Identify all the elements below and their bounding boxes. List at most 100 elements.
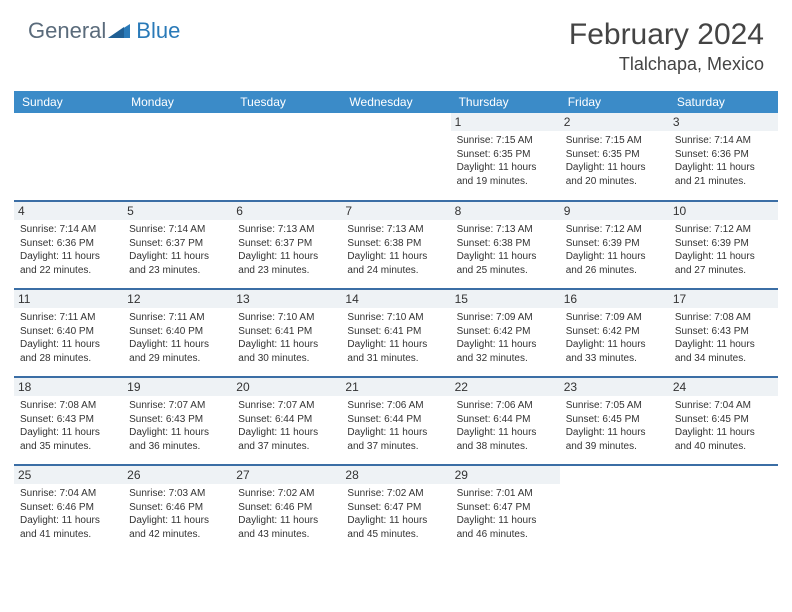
day-number: 16 <box>560 290 669 308</box>
calendar-header-row: SundayMondayTuesdayWednesdayThursdayFrid… <box>14 91 778 113</box>
calendar-cell: 26Sunrise: 7:03 AMSunset: 6:46 PMDayligh… <box>123 465 232 553</box>
day-details: Sunrise: 7:08 AMSunset: 6:43 PMDaylight:… <box>675 311 772 365</box>
logo-text-blue: Blue <box>136 18 180 44</box>
calendar-table: SundayMondayTuesdayWednesdayThursdayFrid… <box>14 91 778 553</box>
calendar-row: 4 Sunrise: 7:14 AMSunset: 6:36 PMDaylight… <box>14 201 778 289</box>
day-number: 27 <box>232 466 341 484</box>
day-number: 18 <box>14 378 123 396</box>
day-number: 21 <box>341 378 450 396</box>
day-details: Sunrise: 7:02 AMSunset: 6:47 PMDaylight:… <box>347 487 444 541</box>
day-number: 5 <box>123 202 232 220</box>
logo: General Blue <box>28 18 180 44</box>
day-number: 6 <box>232 202 341 220</box>
calendar-cell: 12Sunrise: 7:11 AMSunset: 6:40 PMDayligh… <box>123 289 232 377</box>
day-details: Sunrise: 7:10 AMSunset: 6:41 PMDaylight:… <box>347 311 444 365</box>
day-number: 10 <box>669 202 778 220</box>
day-details: Sunrise: 7:04 AMSunset: 6:46 PMDaylight:… <box>20 487 117 541</box>
calendar-cell <box>560 465 669 553</box>
calendar-cell: 6 Sunrise: 7:13 AMSunset: 6:37 PMDaylight… <box>232 201 341 289</box>
day-details: Sunrise: 7:06 AMSunset: 6:44 PMDaylight:… <box>347 399 444 453</box>
weekday-header: Friday <box>560 91 669 113</box>
day-details: Sunrise: 7:09 AMSunset: 6:42 PMDaylight:… <box>457 311 554 365</box>
calendar-cell: 25 Sunrise: 7:04 AMSunset: 6:46 PMDayligh… <box>14 465 123 553</box>
day-number: 11 <box>14 290 123 308</box>
day-number: 29 <box>451 466 560 484</box>
day-details: Sunrise: 7:12 AMSunset: 6:39 PMDaylight:… <box>566 223 663 277</box>
day-details: Sunrise: 7:14 AMSunset: 6:36 PMDaylight:… <box>675 134 772 188</box>
calendar-cell: 17 Sunrise: 7:08 AMSunset: 6:43 PMDayligh… <box>669 289 778 377</box>
calendar-cell: 14 Sunrise: 7:10 AMSunset: 6:41 PMDayligh… <box>341 289 450 377</box>
calendar-cell: 4 Sunrise: 7:14 AMSunset: 6:36 PMDaylight… <box>14 201 123 289</box>
day-details: Sunrise: 7:04 AMSunset: 6:45 PMDaylight:… <box>675 399 772 453</box>
calendar-cell: 7Sunrise: 7:13 AMSunset: 6:38 PMDaylight… <box>341 201 450 289</box>
day-number: 14 <box>341 290 450 308</box>
day-number: 17 <box>669 290 778 308</box>
day-details: Sunrise: 7:07 AMSunset: 6:43 PMDaylight:… <box>129 399 226 453</box>
logo-triangle-icon <box>108 22 134 40</box>
calendar-cell <box>14 113 123 201</box>
logo-text-general: General <box>28 18 106 44</box>
day-details: Sunrise: 7:08 AMSunset: 6:43 PMDaylight:… <box>20 399 117 453</box>
day-number: 8 <box>451 202 560 220</box>
calendar-cell: 15 Sunrise: 7:09 AMSunset: 6:42 PMDayligh… <box>451 289 560 377</box>
day-number: 1 <box>451 113 560 131</box>
day-details: Sunrise: 7:02 AMSunset: 6:46 PMDaylight:… <box>238 487 335 541</box>
day-number: 4 <box>14 202 123 220</box>
header: General Blue February 2024 Tlalchapa, Me… <box>0 0 792 83</box>
day-details: Sunrise: 7:14 AMSunset: 6:36 PMDaylight:… <box>20 223 117 277</box>
day-details: Sunrise: 7:12 AMSunset: 6:39 PMDaylight:… <box>675 223 772 277</box>
day-details: Sunrise: 7:15 AMSunset: 6:35 PMDaylight:… <box>457 134 554 188</box>
weekday-header: Thursday <box>451 91 560 113</box>
day-number: 22 <box>451 378 560 396</box>
calendar-cell: 28Sunrise: 7:02 AMSunset: 6:47 PMDayligh… <box>341 465 450 553</box>
day-number: 15 <box>451 290 560 308</box>
calendar-cell: 18 Sunrise: 7:08 AMSunset: 6:43 PMDayligh… <box>14 377 123 465</box>
calendar-cell: 13Sunrise: 7:10 AMSunset: 6:41 PMDayligh… <box>232 289 341 377</box>
day-details: Sunrise: 7:13 AMSunset: 6:37 PMDaylight:… <box>238 223 335 277</box>
day-details: Sunrise: 7:13 AMSunset: 6:38 PMDaylight:… <box>457 223 554 277</box>
calendar-row: 25 Sunrise: 7:04 AMSunset: 6:46 PMDayligh… <box>14 465 778 553</box>
weekday-header: Sunday <box>14 91 123 113</box>
location: Tlalchapa, Mexico <box>569 54 764 75</box>
day-number: 25 <box>14 466 123 484</box>
day-details: Sunrise: 7:07 AMSunset: 6:44 PMDaylight:… <box>238 399 335 453</box>
calendar-row: 18 Sunrise: 7:08 AMSunset: 6:43 PMDayligh… <box>14 377 778 465</box>
day-details: Sunrise: 7:15 AMSunset: 6:35 PMDaylight:… <box>566 134 663 188</box>
calendar-cell: 23Sunrise: 7:05 AMSunset: 6:45 PMDayligh… <box>560 377 669 465</box>
day-number: 19 <box>123 378 232 396</box>
day-number: 20 <box>232 378 341 396</box>
calendar-cell: 29 Sunrise: 7:01 AMSunset: 6:47 PMDayligh… <box>451 465 560 553</box>
calendar-cell: 9Sunrise: 7:12 AMSunset: 6:39 PMDaylight… <box>560 201 669 289</box>
calendar-cell <box>669 465 778 553</box>
calendar-cell <box>232 113 341 201</box>
day-details: Sunrise: 7:11 AMSunset: 6:40 PMDaylight:… <box>129 311 226 365</box>
day-details: Sunrise: 7:09 AMSunset: 6:42 PMDaylight:… <box>566 311 663 365</box>
day-number: 7 <box>341 202 450 220</box>
calendar-cell: 19 Sunrise: 7:07 AMSunset: 6:43 PMDayligh… <box>123 377 232 465</box>
calendar-cell: 8 Sunrise: 7:13 AMSunset: 6:38 PMDaylight… <box>451 201 560 289</box>
calendar-cell <box>123 113 232 201</box>
weekday-header: Wednesday <box>341 91 450 113</box>
calendar-cell: 3 Sunrise: 7:14 AMSunset: 6:36 PMDaylight… <box>669 113 778 201</box>
calendar-cell: 21 Sunrise: 7:06 AMSunset: 6:44 PMDayligh… <box>341 377 450 465</box>
day-details: Sunrise: 7:03 AMSunset: 6:46 PMDaylight:… <box>129 487 226 541</box>
calendar-row: 1 Sunrise: 7:15 AMSunset: 6:35 PMDaylight… <box>14 113 778 201</box>
day-number: 24 <box>669 378 778 396</box>
calendar-cell: 27 Sunrise: 7:02 AMSunset: 6:46 PMDayligh… <box>232 465 341 553</box>
calendar-cell: 16 Sunrise: 7:09 AMSunset: 6:42 PMDayligh… <box>560 289 669 377</box>
calendar-cell: 24 Sunrise: 7:04 AMSunset: 6:45 PMDayligh… <box>669 377 778 465</box>
calendar-row: 11 Sunrise: 7:11 AMSunset: 6:40 PMDayligh… <box>14 289 778 377</box>
weekday-header: Monday <box>123 91 232 113</box>
day-number: 3 <box>669 113 778 131</box>
month-title: February 2024 <box>569 18 764 52</box>
weekday-header: Saturday <box>669 91 778 113</box>
day-details: Sunrise: 7:01 AMSunset: 6:47 PMDaylight:… <box>457 487 554 541</box>
day-number: 2 <box>560 113 669 131</box>
calendar-cell: 5Sunrise: 7:14 AMSunset: 6:37 PMDaylight… <box>123 201 232 289</box>
calendar-cell: 10 Sunrise: 7:12 AMSunset: 6:39 PMDayligh… <box>669 201 778 289</box>
day-details: Sunrise: 7:10 AMSunset: 6:41 PMDaylight:… <box>238 311 335 365</box>
day-details: Sunrise: 7:06 AMSunset: 6:44 PMDaylight:… <box>457 399 554 453</box>
day-details: Sunrise: 7:05 AMSunset: 6:45 PMDaylight:… <box>566 399 663 453</box>
calendar-cell: 22 Sunrise: 7:06 AMSunset: 6:44 PMDayligh… <box>451 377 560 465</box>
weekday-header: Tuesday <box>232 91 341 113</box>
